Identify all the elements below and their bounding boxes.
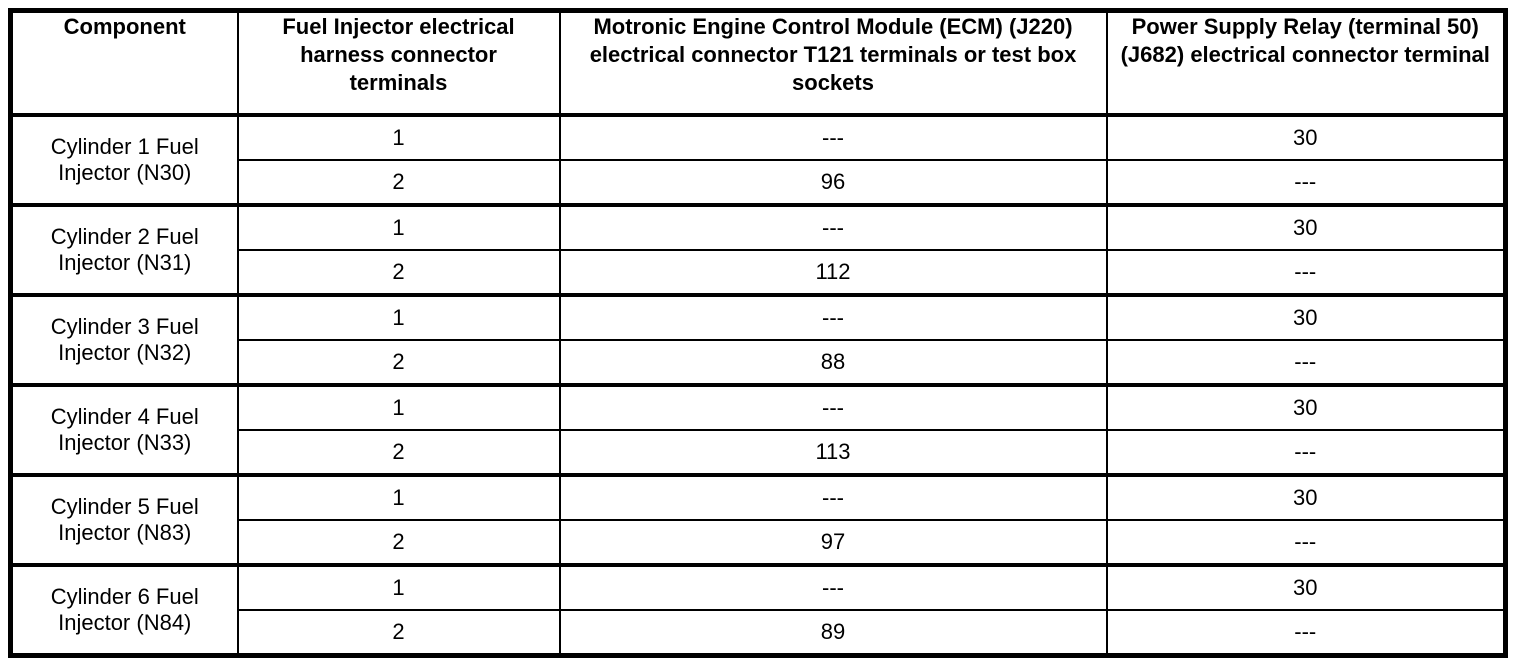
terminal-cell: 2	[236, 159, 561, 206]
relay-cell: 30	[1105, 473, 1507, 521]
ecm-cell: ---	[558, 563, 1108, 611]
table-row: 2 97 ---	[11, 519, 1507, 566]
header-row: Component Fuel Injector electrical harne…	[9, 9, 1507, 116]
table-row: Cylinder 6 Fuel Injector (N84) 1 --- 30	[9, 563, 1507, 657]
table-row: Cylinder 2 Fuel Injector (N31) 1 --- 30	[9, 203, 1507, 296]
relay-cell: 30	[1105, 383, 1507, 431]
relay-cell: ---	[1105, 519, 1507, 566]
relay-cell: 30	[1105, 203, 1507, 251]
fuel-injector-terminal-table: Component Fuel Injector electrical harne…	[8, 8, 1508, 658]
table-row: Cylinder 3 Fuel Injector (N32) 1 --- 30	[9, 293, 1507, 386]
table-row: Cylinder 4 Fuel Injector (N33) 1 --- 30	[9, 383, 1507, 476]
relay-cell: ---	[1105, 249, 1507, 296]
table-row: 2 96 ---	[11, 159, 1507, 206]
terminal-cell: 2	[236, 249, 561, 296]
ecm-cell: 97	[558, 519, 1108, 566]
ecm-cell: 89	[558, 609, 1108, 657]
column-header-harness-terminals: Fuel Injector electrical harness connect…	[236, 9, 561, 116]
component-cell: Cylinder 1 Fuel Injector (N30)	[9, 113, 239, 206]
ecm-cell: 112	[558, 249, 1108, 296]
table-header: Component Fuel Injector electrical harne…	[9, 9, 1507, 116]
ecm-cell: ---	[558, 203, 1108, 251]
terminal-cell: 1	[236, 473, 561, 521]
relay-cell: ---	[1105, 609, 1507, 657]
table-row: Cylinder 1 Fuel Injector (N30) 1 --- 30	[9, 113, 1507, 206]
ecm-cell: 96	[558, 159, 1108, 206]
table-row: 2 88 ---	[11, 339, 1507, 386]
column-header-ecm-terminals: Motronic Engine Control Module (ECM) (J2…	[558, 9, 1108, 116]
column-header-component: Component	[9, 9, 239, 116]
terminal-cell: 1	[236, 383, 561, 431]
column-header-relay-terminal: Power Supply Relay (terminal 50) (J682) …	[1105, 9, 1507, 116]
terminal-cell: 1	[236, 563, 561, 611]
terminal-cell: 1	[236, 113, 561, 161]
terminal-cell: 1	[236, 293, 561, 341]
terminal-cell: 1	[236, 203, 561, 251]
terminal-cell: 2	[236, 519, 561, 566]
ecm-cell: ---	[558, 293, 1108, 341]
table-row: Cylinder 5 Fuel Injector (N83) 1 --- 30	[9, 473, 1507, 566]
component-cell: Cylinder 4 Fuel Injector (N33)	[9, 383, 239, 476]
relay-cell: ---	[1105, 429, 1507, 476]
relay-cell: ---	[1105, 159, 1507, 206]
component-cell: Cylinder 2 Fuel Injector (N31)	[9, 203, 239, 296]
component-cell: Cylinder 6 Fuel Injector (N84)	[9, 563, 239, 657]
table-row: 2 113 ---	[11, 429, 1507, 476]
table-row: 2 112 ---	[11, 249, 1507, 296]
component-cell: Cylinder 3 Fuel Injector (N32)	[9, 293, 239, 386]
terminal-cell: 2	[236, 429, 561, 476]
ecm-cell: ---	[558, 383, 1108, 431]
ecm-cell: ---	[558, 113, 1108, 161]
ecm-cell: 88	[558, 339, 1108, 386]
component-cell: Cylinder 5 Fuel Injector (N83)	[9, 473, 239, 566]
ecm-cell: ---	[558, 473, 1108, 521]
relay-cell: 30	[1105, 113, 1507, 161]
table-body: Cylinder 1 Fuel Injector (N30) 1 --- 30 …	[9, 113, 1507, 657]
terminal-cell: 2	[236, 609, 561, 657]
relay-cell: 30	[1105, 293, 1507, 341]
relay-cell: 30	[1105, 563, 1507, 611]
relay-cell: ---	[1105, 339, 1507, 386]
terminal-cell: 2	[236, 339, 561, 386]
ecm-cell: 113	[558, 429, 1108, 476]
page: Component Fuel Injector electrical harne…	[8, 8, 1508, 658]
